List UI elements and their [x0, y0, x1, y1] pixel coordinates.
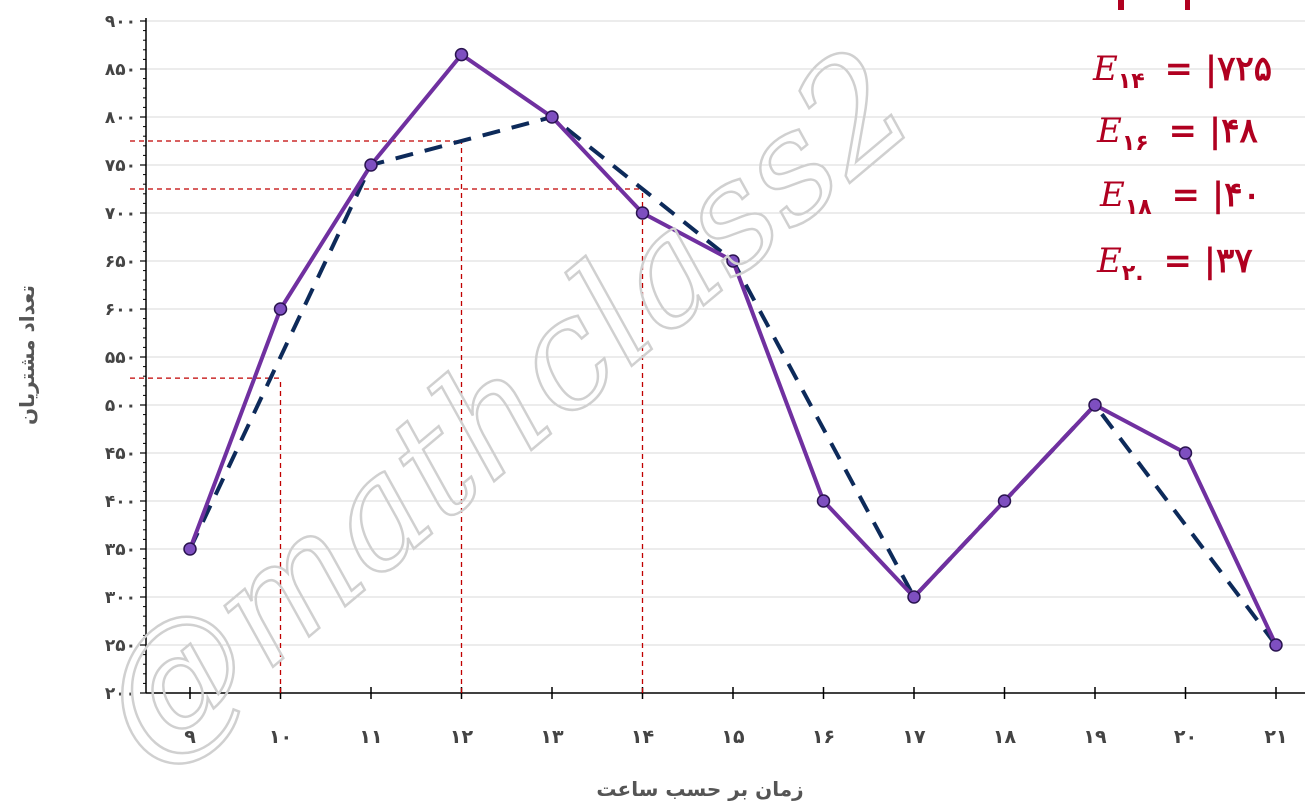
y-tick-label: ۲۰۰: [105, 684, 136, 704]
x-tick-label: ۱۹: [1083, 726, 1107, 748]
annotation-fragment: [1118, 0, 1124, 10]
data-point: [273, 302, 288, 316]
y-tick-label: ۵۵۰: [105, 348, 136, 368]
data-point: [1178, 446, 1193, 460]
data-point: [1088, 398, 1102, 412]
annotation-group: E۱۴ = |۷۲۵ E۱۶ = |۴۸ E۱۸ = |۴۰ E۲. = |۳۷: [1092, 0, 1272, 286]
y-tick-label: ۲۵۰: [105, 636, 136, 656]
data-point: [997, 494, 1012, 508]
x-tick-label: ۱۲: [450, 726, 474, 748]
data-point: [907, 590, 921, 604]
y-tick-label: ۳۰۰: [105, 588, 136, 608]
y-tick-label: ۸۵۰: [105, 60, 136, 80]
formula-annotation: E۱۶ = |۴۸: [1096, 111, 1258, 156]
x-tick-label: ۱۸: [993, 726, 1017, 748]
y-tick-label: ۳۵۰: [105, 540, 136, 560]
gridlines: [146, 20, 1305, 646]
x-tick-label: ۱۶: [812, 726, 835, 748]
y-tick-label: ۴۵۰: [105, 444, 136, 464]
data-point: [635, 206, 650, 220]
y-tick-label: ۷۰۰: [105, 204, 136, 224]
x-tick-label: ۲۱: [1264, 726, 1287, 748]
x-tick-label: ۱۵: [721, 726, 745, 748]
data-point: [1269, 638, 1283, 652]
x-tick-label: ۱۷: [902, 726, 926, 748]
y-tick-label: ۶۰۰: [105, 300, 136, 320]
x-tick-label: ۱۳: [540, 726, 564, 748]
annotation-fragment: [1185, 0, 1190, 10]
x-tick-label: ۱۱: [359, 726, 382, 748]
y-tick-label: ۹۰۰: [105, 12, 136, 32]
formula-annotation: E۱۸ = |۴۰: [1099, 175, 1261, 220]
axes: [140, 18, 1305, 699]
x-axis-label: زمان بر حسب ساعت: [596, 777, 803, 801]
data-point: [545, 110, 559, 124]
formula-annotation: E۲. = |۳۷: [1096, 241, 1253, 286]
y-tick-label: ۸۰۰: [105, 108, 136, 128]
data-point: [454, 47, 469, 62]
data-point: [726, 254, 740, 268]
y-tick-label: ۷۵۰: [105, 156, 136, 176]
series-group: [183, 47, 1283, 652]
y-tick-label: ۴۰۰: [105, 492, 136, 512]
x-tick-label: ۲۰: [1174, 726, 1197, 748]
x-tick-label: ۱۴: [631, 726, 654, 748]
y-axis-label: تعداد مشتریان: [15, 285, 39, 425]
x-tick-label: ۱۰: [269, 726, 292, 748]
watermark-text: @mathclass2: [61, 15, 946, 797]
reference-lines: [130, 140, 644, 693]
data-point: [816, 494, 831, 508]
formula-annotation: E۱۴ = |۷۲۵: [1092, 49, 1272, 94]
x-tick-label: ۹: [184, 726, 196, 748]
data-point: [364, 158, 378, 172]
y-tick-label: ۶۵۰: [105, 252, 136, 272]
y-tick-label: ۵۰۰: [105, 396, 136, 416]
y-tick-labels: ۲۰۰ ۲۵۰ ۳۰۰ ۳۵۰ ۴۰۰ ۴۵۰ ۵۰۰ ۵۵۰ ۶۰۰ ۶۵۰ ۷۰۰ ۷۵۰ ۸۰۰ ۸…: [105, 12, 136, 704]
data-point: [183, 542, 197, 556]
x-tick-labels: ۹ ۱۰ ۱۱ ۱۲ ۱۳ ۱۴ ۱۵ ۱۶ ۱۷ ۱۸ ۱۹ ۲۰ ۲۱: [184, 726, 1287, 748]
